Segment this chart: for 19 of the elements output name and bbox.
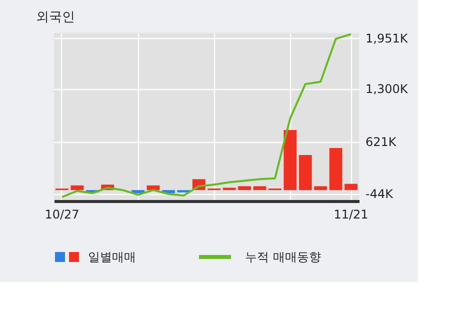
line-series: [60, 33, 352, 198]
legend-label: 일별매매: [88, 250, 136, 264]
y-tick-label: 1,951K: [366, 31, 409, 46]
bar: [344, 184, 358, 190]
chart-title: 외국인: [36, 10, 76, 25]
y-tick-label: 1,300K: [366, 82, 409, 96]
bar: [284, 130, 297, 190]
legend-label: 누적 매매동향: [245, 250, 321, 264]
bar: [70, 185, 84, 190]
x-tick-label: 10/27: [44, 208, 80, 222]
bar: [329, 148, 342, 190]
bar: [314, 186, 328, 190]
x-tick-label: 11/21: [334, 208, 368, 222]
bar: [298, 155, 312, 190]
bar: [253, 186, 266, 190]
bar: [222, 188, 236, 190]
y-tick-label: -44K: [366, 187, 394, 202]
y-tick-label: 621K: [366, 135, 398, 150]
bar: [238, 186, 251, 190]
